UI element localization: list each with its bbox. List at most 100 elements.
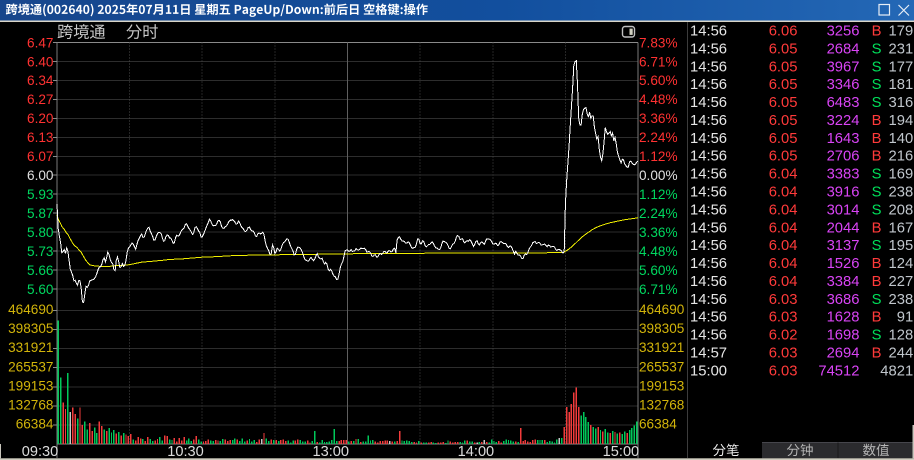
svg-text:2044: 2044 [827,220,860,236]
svg-text:B: B [872,220,882,236]
svg-text:199153: 199153 [639,378,684,393]
svg-text:179: 179 [888,24,913,40]
svg-text:3014: 3014 [827,202,860,218]
svg-text:6.04: 6.04 [769,202,798,218]
svg-text:6.04: 6.04 [769,274,798,290]
svg-text:265537: 265537 [8,359,53,374]
svg-text:5.73: 5.73 [27,244,53,259]
svg-text:6.03: 6.03 [769,310,798,326]
svg-text:316: 316 [888,95,913,111]
svg-text:6.04: 6.04 [769,238,798,254]
svg-text:238: 238 [888,185,913,201]
svg-text:3916: 3916 [827,185,860,201]
svg-text:14:56: 14:56 [690,41,727,57]
svg-text:1643: 1643 [827,131,860,147]
svg-text:6.05: 6.05 [769,131,798,147]
svg-text:10:30: 10:30 [167,444,204,460]
svg-text:464690: 464690 [639,302,685,317]
svg-text:140: 140 [888,131,913,147]
svg-text:14:56: 14:56 [690,77,727,93]
svg-text:244: 244 [888,346,913,362]
svg-text:15:00: 15:00 [603,444,640,460]
svg-text:6.71%: 6.71% [639,282,678,297]
svg-text:S: S [872,202,882,218]
svg-text:4821: 4821 [880,363,913,379]
svg-text:B: B [872,24,882,40]
svg-text:6.03: 6.03 [769,346,798,362]
svg-text:74512: 74512 [818,363,859,379]
svg-text:194: 194 [888,113,913,129]
svg-text:2.24%: 2.24% [639,206,678,221]
svg-text:6.04: 6.04 [769,220,798,236]
svg-text:6.13: 6.13 [27,130,53,145]
svg-text:5.60%: 5.60% [639,263,678,278]
svg-text:B: B [872,149,882,165]
svg-text:3256: 3256 [827,24,860,40]
svg-text:3383: 3383 [827,167,860,183]
svg-text:265537: 265537 [639,359,684,374]
svg-text:B: B [872,310,882,326]
svg-text:6.04: 6.04 [769,167,798,183]
svg-text:7.83%: 7.83% [639,35,678,50]
svg-text:S: S [872,292,882,308]
svg-text:5.66: 5.66 [27,263,53,278]
svg-text:208: 208 [888,202,913,218]
svg-text:14:56: 14:56 [690,292,727,308]
svg-text:6.05: 6.05 [769,59,798,75]
svg-text:14:56: 14:56 [690,202,727,218]
svg-text:S: S [872,41,882,57]
svg-text:14:56: 14:56 [690,274,727,290]
svg-text:5.93: 5.93 [27,187,53,202]
svg-text:09:30: 09:30 [22,444,59,460]
svg-text:2.24%: 2.24% [639,130,678,145]
svg-text:S: S [872,238,882,254]
svg-text:177: 177 [888,59,913,75]
svg-text:6.07: 6.07 [27,149,53,164]
svg-text:6.20: 6.20 [27,111,54,126]
svg-text:5.60%: 5.60% [639,73,678,88]
svg-text:6.34: 6.34 [27,73,54,88]
svg-text:14:56: 14:56 [690,328,727,344]
svg-text:6.05: 6.05 [769,41,798,57]
svg-text:227: 227 [888,274,913,290]
svg-text:238: 238 [888,292,913,308]
svg-text:3686: 3686 [827,292,860,308]
svg-text:13:00: 13:00 [312,444,349,460]
svg-text:6.04: 6.04 [769,185,798,201]
svg-text:6.00: 6.00 [27,168,54,183]
svg-text:91: 91 [897,310,913,326]
svg-text:231: 231 [888,41,913,57]
svg-text:6.05: 6.05 [769,95,798,111]
svg-text:4.48%: 4.48% [639,92,678,107]
svg-text:66384: 66384 [639,417,677,432]
svg-text:14:56: 14:56 [690,220,727,236]
svg-text:14:56: 14:56 [690,24,727,40]
svg-text:S: S [872,167,882,183]
svg-text:B: B [872,131,882,147]
svg-text:6.40: 6.40 [27,54,54,69]
svg-text:464690: 464690 [8,302,54,317]
svg-text:14:56: 14:56 [690,256,727,272]
svg-text:6.06: 6.06 [769,24,798,40]
svg-text:128: 128 [888,328,913,344]
svg-text:169: 169 [888,167,913,183]
svg-text:S: S [872,77,882,93]
svg-text:6.71%: 6.71% [639,54,678,69]
svg-text:B: B [872,274,882,290]
svg-text:14:56: 14:56 [690,238,727,254]
svg-text:1628: 1628 [827,310,860,326]
svg-text:5.80: 5.80 [27,225,54,240]
svg-text:3.36%: 3.36% [639,111,678,126]
svg-text:3967: 3967 [827,59,860,75]
svg-text:2684: 2684 [827,41,860,57]
svg-text:14:56: 14:56 [690,131,727,147]
svg-text:14:00: 14:00 [458,444,495,460]
svg-text:1698: 1698 [827,328,860,344]
svg-text:S: S [872,185,882,201]
svg-text:6.05: 6.05 [769,113,798,129]
svg-text:398305: 398305 [639,321,684,336]
svg-text:6.03: 6.03 [769,363,798,379]
svg-text:5.87: 5.87 [27,206,53,221]
svg-text:132768: 132768 [639,398,684,413]
svg-text:2706: 2706 [827,149,860,165]
